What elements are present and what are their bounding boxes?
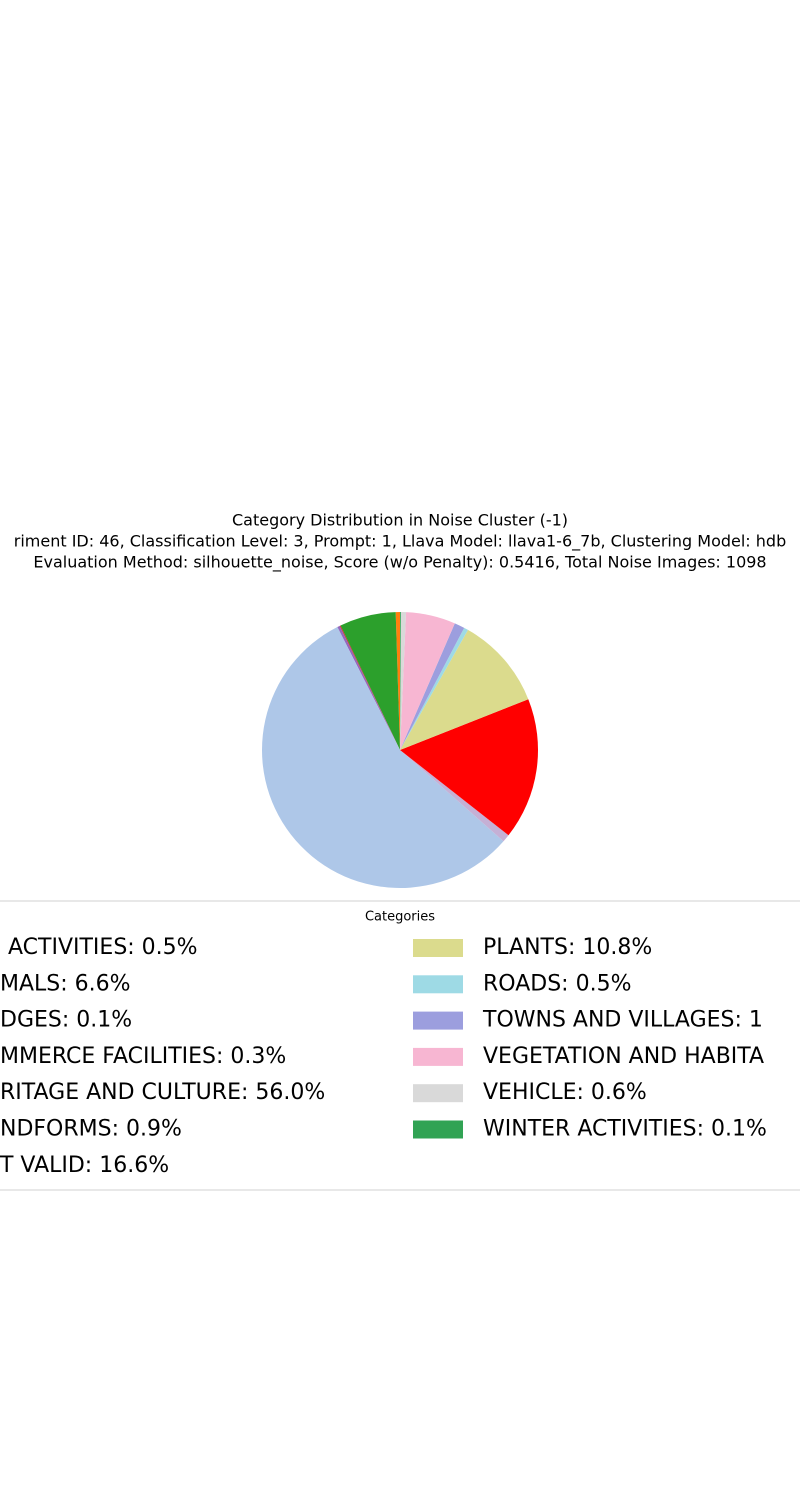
chart-title: Category Distribution in Noise Cluster (… [232, 511, 568, 530]
legend-swatch [413, 1120, 463, 1139]
legend-label: ACTIVITIES: 0.5% [8, 935, 198, 960]
pie-slice [395, 612, 400, 750]
pie-slice [400, 623, 465, 750]
legend-label: DGES: 0.1% [0, 1008, 132, 1033]
pie-slice [337, 625, 400, 750]
pie-slice [262, 627, 504, 888]
legend-swatch [413, 939, 463, 957]
legend-label: MALS: 6.6% [0, 971, 131, 996]
legend-label: PLANTS: 10.8% [483, 935, 652, 960]
legend-label: RITAGE AND CULTURE: 56.0% [0, 1080, 325, 1105]
legend-swatch [413, 975, 463, 994]
legend-title: Categories [365, 910, 435, 925]
pie-slice [400, 627, 468, 750]
pie-slice [340, 612, 400, 750]
chart-subtitle: Evaluation Method: silhouette_noise, Sco… [33, 553, 766, 573]
pie-slice [400, 750, 509, 842]
legend-label: VEHICLE: 0.6% [483, 1080, 647, 1105]
legend-label: T VALID: 16.6% [0, 1153, 169, 1178]
pie-slice [339, 625, 400, 750]
legend-label: TOWNS AND VILLAGES: 1 [482, 1008, 763, 1033]
chart-subtitle: riment ID: 46, Classification Level: 3, … [14, 532, 786, 552]
pie-slice [400, 612, 455, 750]
pie-slice [400, 612, 401, 750]
legend-label: VEGETATION AND HABITA [483, 1044, 764, 1069]
pie-slice [400, 699, 538, 836]
pie-slice [400, 629, 529, 750]
legend-swatch [413, 1084, 463, 1103]
legend-swatch [413, 1011, 463, 1030]
legend-label: MMERCE FACILITIES: 0.3% [0, 1044, 286, 1069]
pie-slice [400, 612, 407, 750]
legend-swatch [413, 1047, 463, 1066]
legend-label: WINTER ACTIVITIES: 0.1% [483, 1117, 767, 1142]
legend-label: ROADS: 0.5% [483, 971, 631, 996]
legend-label: NDFORMS: 0.9% [0, 1117, 182, 1142]
